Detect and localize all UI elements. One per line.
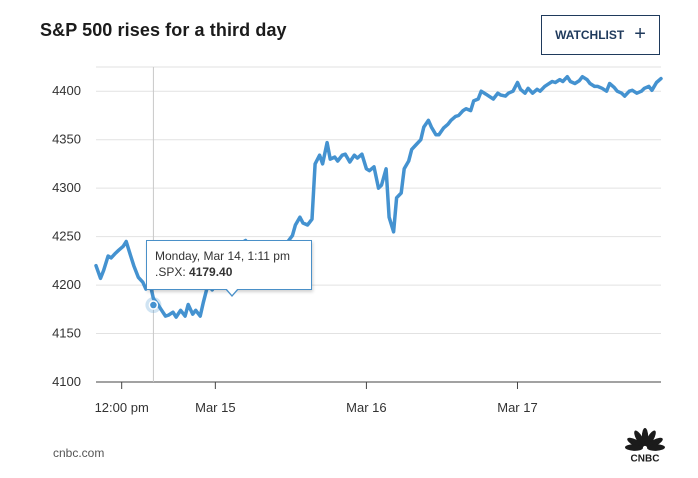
x-tick-label: Mar 17 — [497, 400, 537, 415]
tooltip-pointer-fill — [226, 288, 238, 295]
tooltip-value-row: .SPX: 4179.40 — [155, 264, 303, 280]
watchlist-label: WATCHLIST — [555, 28, 625, 42]
y-tick-label: 4400 — [52, 83, 81, 98]
y-tick-label: 4350 — [52, 132, 81, 147]
series-line-spx — [94, 74, 663, 319]
y-tick-label: 4250 — [52, 229, 81, 244]
line-chart[interactable]: 4100 4150 4200 4250 4300 4350 4400 12:00 pm Mar … — [0, 0, 698, 430]
chart-tooltip: Monday, Mar 14, 1:11 pm .SPX: 4179.40 — [146, 240, 312, 290]
cnbc-logo-text: CNBC — [631, 454, 660, 465]
highlight-point — [148, 300, 159, 310]
x-tick-label: Mar 16 — [346, 400, 386, 415]
tooltip-date: Monday, Mar 14, 1:11 pm — [155, 249, 290, 263]
y-tick-label: 4100 — [52, 374, 81, 389]
y-tick-label: 4300 — [52, 180, 81, 195]
source-label: cnbc.com — [53, 446, 105, 460]
x-tick-label: 12:00 pm — [95, 400, 149, 415]
watchlist-button[interactable]: WATCHLIST + — [541, 15, 660, 55]
y-tick-label: 4200 — [52, 277, 81, 292]
x-tick-label: Mar 15 — [195, 400, 235, 415]
tooltip-symbol: .SPX: — [155, 265, 186, 279]
tooltip-value: 4179.40 — [189, 265, 233, 279]
chart-title: S&P 500 rises for a third day — [40, 20, 287, 40]
cnbc-peacock-icon: CNBC — [625, 428, 665, 465]
plus-icon: + — [634, 23, 646, 45]
y-tick-label: 4150 — [52, 326, 81, 341]
